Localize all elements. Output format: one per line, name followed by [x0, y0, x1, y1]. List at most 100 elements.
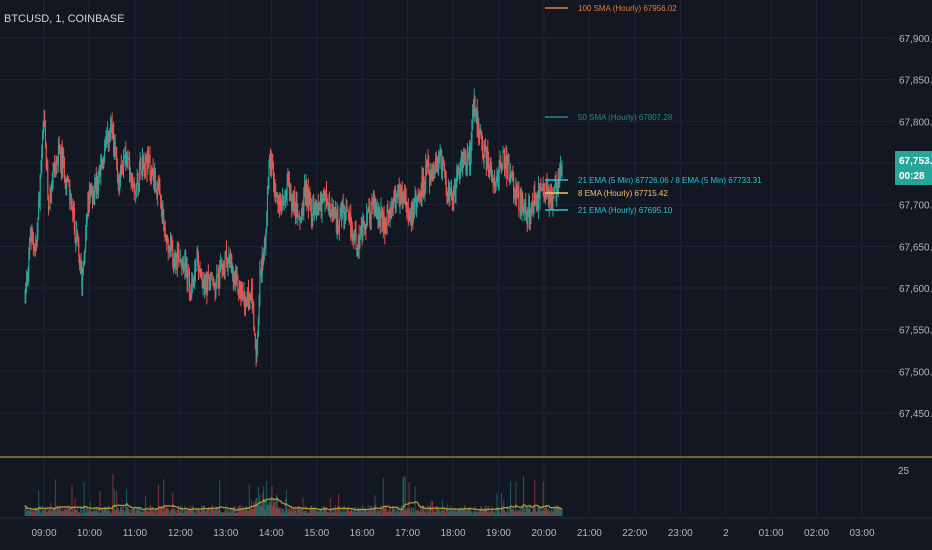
volume-bar	[279, 507, 281, 516]
volume-bar	[490, 511, 492, 516]
volume-bar	[454, 508, 456, 516]
candle-body	[35, 244, 37, 246]
candle-body	[96, 180, 98, 193]
candle-body	[123, 157, 125, 159]
volume-bar	[549, 510, 551, 516]
volume-bar	[279, 507, 281, 516]
volume-bar	[45, 507, 47, 516]
volume-bar	[413, 507, 415, 516]
volume-bar	[82, 513, 84, 516]
volume-bar	[455, 510, 457, 516]
volume-bar	[473, 510, 475, 516]
x-tick-label: 23:00	[668, 528, 693, 539]
volume-bar	[429, 505, 431, 516]
volume-bar	[429, 506, 431, 516]
candle-body	[305, 184, 307, 199]
volume-bar	[501, 508, 503, 516]
volume-bar	[37, 508, 39, 516]
candle-body	[158, 186, 160, 188]
volume-bar	[159, 509, 161, 516]
volume-bar	[105, 506, 107, 516]
volume-bar	[282, 508, 284, 516]
candle-body	[72, 210, 74, 214]
volume-bar	[403, 476, 405, 516]
candle-body	[472, 109, 474, 120]
candle-body	[59, 150, 61, 154]
candle-body	[267, 187, 269, 192]
volume-bar	[235, 513, 237, 516]
candle-body	[182, 264, 184, 266]
volume-bar	[163, 479, 165, 516]
time-axis[interactable]: 09:00 10:00 11:00 12:00 13:00 14:00 15:00 16:00…	[31, 528, 874, 539]
candle-body	[425, 164, 427, 173]
candle-body	[354, 230, 356, 239]
volume-bar	[395, 510, 397, 516]
volume-bar	[235, 512, 237, 516]
candle-body	[412, 207, 414, 220]
candle-body	[133, 183, 135, 190]
volume-bar	[326, 507, 328, 516]
volume-bar	[256, 498, 258, 516]
candle-body	[480, 130, 482, 134]
candle-body	[294, 196, 296, 208]
volume-bar	[146, 511, 148, 516]
volume-bar	[182, 508, 184, 516]
candle-body	[513, 175, 515, 193]
volume-pane	[24, 474, 563, 516]
candle-body	[416, 196, 418, 199]
candle-body	[244, 300, 246, 315]
candle-body	[541, 187, 543, 189]
candle-body	[279, 193, 281, 207]
candle-body	[57, 146, 59, 161]
candle-body	[485, 148, 487, 150]
volume-bar	[27, 510, 29, 516]
volume-bar	[254, 500, 256, 516]
volume-bar	[98, 508, 100, 516]
candle-body	[88, 193, 90, 207]
candle-body	[38, 199, 40, 218]
volume-bar	[225, 505, 227, 516]
candle-body	[463, 151, 465, 159]
volume-bar	[542, 481, 544, 516]
volume-bar	[457, 507, 459, 516]
price-axis[interactable]: 67,900.0067,850.0067,800.0067,750.0067,7…	[899, 34, 932, 420]
candle-body	[190, 296, 192, 299]
candle-body	[60, 150, 62, 170]
volume-bar	[269, 498, 271, 516]
volume-bar	[71, 485, 73, 516]
volume-bar	[193, 510, 195, 516]
candle-body	[219, 262, 221, 265]
y-tick-label: 67,850.00	[899, 76, 932, 87]
candle-body	[79, 260, 81, 269]
candle-body	[333, 211, 335, 213]
candle-body	[166, 241, 168, 244]
candle-body	[346, 207, 348, 211]
volume-bar	[363, 508, 365, 516]
volume-bar	[156, 509, 158, 516]
candle-body	[40, 169, 42, 176]
candle-body	[410, 210, 412, 216]
volume-bar	[425, 510, 427, 516]
candle-body	[361, 227, 363, 238]
volume-bar	[447, 503, 449, 516]
candle-body	[498, 164, 500, 181]
candle-body	[366, 214, 368, 229]
candle-body	[42, 124, 44, 140]
volume-bar	[521, 506, 523, 516]
volume-bar	[214, 509, 216, 516]
candle-body	[282, 197, 284, 205]
volume-bar	[96, 507, 98, 516]
candle-body	[58, 146, 60, 151]
volume-bar	[76, 510, 78, 516]
volume-bar	[314, 510, 316, 516]
candle-body	[85, 219, 87, 237]
candle-body	[537, 196, 539, 209]
volume-bar	[166, 508, 168, 516]
volume-bar	[404, 476, 406, 516]
candle-body	[125, 149, 127, 165]
volume-bar	[316, 511, 318, 516]
candle-body	[491, 176, 493, 181]
volume-bar	[194, 507, 196, 516]
